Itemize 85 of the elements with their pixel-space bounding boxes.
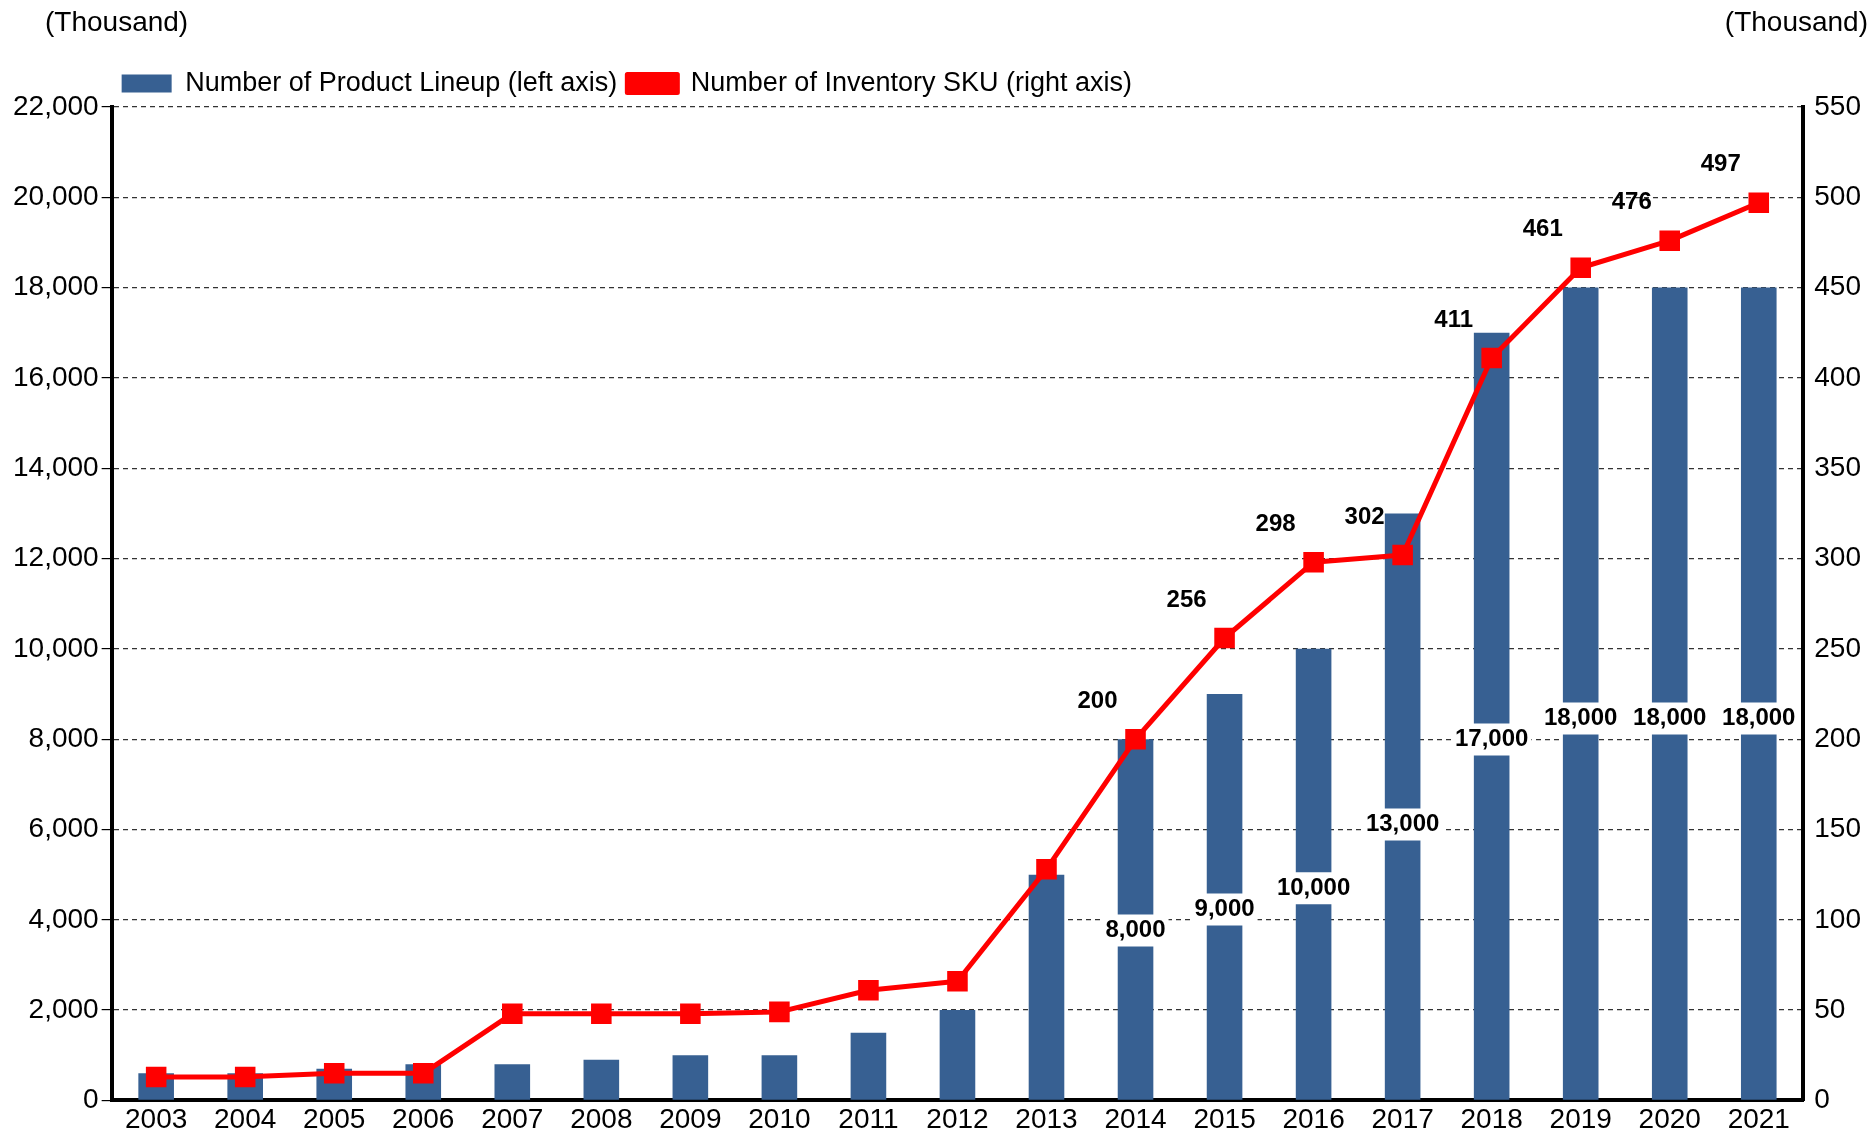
y-tick-label: 16,000: [13, 360, 99, 392]
y2-tick-label: 300: [1814, 541, 1861, 573]
y-tick-label: 20,000: [13, 180, 99, 212]
x-tick-label: 2008: [570, 1102, 633, 1134]
y2-tick-label: 400: [1814, 360, 1861, 392]
y-tick-label: 14,000: [13, 450, 99, 482]
point: [502, 1003, 523, 1024]
y-tick-label: 6,000: [28, 812, 99, 844]
data-label: 17,000: [1454, 724, 1529, 752]
data-label: 18,000: [1633, 703, 1707, 731]
y-tick-label: 18,000: [13, 270, 99, 302]
bar: [850, 1032, 887, 1100]
point: [1570, 257, 1591, 279]
point: [947, 970, 968, 992]
legend-label: Number of Product Lineup (left axis): [185, 66, 618, 97]
point: [680, 1003, 701, 1024]
bar: [672, 1055, 709, 1100]
y2-axis-title: (Thousand): [1724, 6, 1868, 38]
data-label: 18,000: [1544, 703, 1618, 731]
data-label: 476: [1611, 187, 1652, 215]
data-label: 256: [1166, 584, 1207, 612]
point: [1481, 347, 1502, 369]
data-label: 9,000: [1194, 894, 1255, 922]
x-tick-label: 2009: [659, 1102, 722, 1134]
point: [1659, 230, 1681, 251]
data-label: 461: [1522, 214, 1563, 242]
y2-tick-label: 450: [1814, 270, 1861, 302]
x-tick-label: 2010: [748, 1102, 811, 1134]
x-tick-label: 2012: [926, 1102, 989, 1134]
x-tick-label: 2021: [1727, 1102, 1790, 1134]
x-tick-label: 2005: [303, 1102, 366, 1134]
y-tick-label: 22,000: [13, 89, 99, 121]
y-tick-label: 2,000: [28, 992, 99, 1024]
legend-label: Number of Inventory SKU (right axis): [690, 66, 1132, 97]
data-label: 13,000: [1365, 809, 1440, 837]
bar: [1028, 874, 1065, 1100]
y-tick-label: 10,000: [13, 631, 99, 663]
x-tick-label: 2018: [1460, 1102, 1523, 1134]
point: [1392, 544, 1413, 566]
y2-tick-label: 150: [1814, 812, 1861, 844]
y2-tick-label: 500: [1814, 180, 1861, 212]
y-tick-label: 8,000: [28, 721, 99, 753]
y-tick-label: 0: [83, 1083, 99, 1115]
point: [1036, 858, 1057, 880]
data-label: 10,000: [1276, 872, 1351, 900]
point: [1303, 551, 1324, 573]
y2-tick-label: 0: [1814, 1083, 1830, 1115]
x-tick-label: 2014: [1104, 1102, 1167, 1134]
bar: [761, 1055, 798, 1100]
x-tick-label: 2003: [125, 1102, 188, 1134]
y2-tick-label: 50: [1814, 992, 1846, 1024]
point: [1214, 627, 1235, 649]
data-label: 302: [1344, 501, 1385, 529]
point: [591, 1003, 612, 1024]
point: [769, 1001, 790, 1023]
x-tick-label: 2015: [1193, 1102, 1256, 1134]
bar: [583, 1059, 620, 1100]
x-tick-label: 2011: [838, 1102, 899, 1134]
x-tick-label: 2016: [1282, 1102, 1345, 1134]
data-label: 18,000: [1722, 703, 1796, 731]
point: [858, 979, 879, 1001]
x-tick-label: 2007: [481, 1102, 544, 1134]
data-label: 8,000: [1105, 915, 1166, 943]
y2-tick-label: 200: [1814, 721, 1861, 753]
y-axis-title: (Thousand): [45, 6, 189, 38]
bar: [494, 1064, 531, 1100]
y2-tick-label: 550: [1814, 89, 1861, 121]
point: [1748, 192, 1770, 214]
data-label: 298: [1255, 508, 1296, 536]
x-tick-label: 2013: [1015, 1102, 1078, 1134]
point: [1125, 728, 1146, 750]
y2-tick-label: 350: [1814, 450, 1861, 482]
y2-tick-label: 100: [1814, 902, 1861, 934]
data-label: 200: [1077, 685, 1118, 713]
x-tick-label: 2019: [1549, 1102, 1612, 1134]
x-tick-label: 2004: [214, 1102, 277, 1134]
y2-tick-label: 250: [1814, 631, 1861, 663]
bar: [939, 1010, 976, 1100]
x-tick-label: 2020: [1638, 1102, 1701, 1134]
data-label: 411: [1434, 304, 1474, 332]
data-label: 497: [1700, 149, 1741, 177]
y-tick-label: 4,000: [28, 902, 99, 934]
x-tick-label: 2006: [392, 1102, 455, 1134]
y-tick-label: 12,000: [13, 541, 99, 573]
x-tick-label: 2017: [1371, 1102, 1434, 1134]
